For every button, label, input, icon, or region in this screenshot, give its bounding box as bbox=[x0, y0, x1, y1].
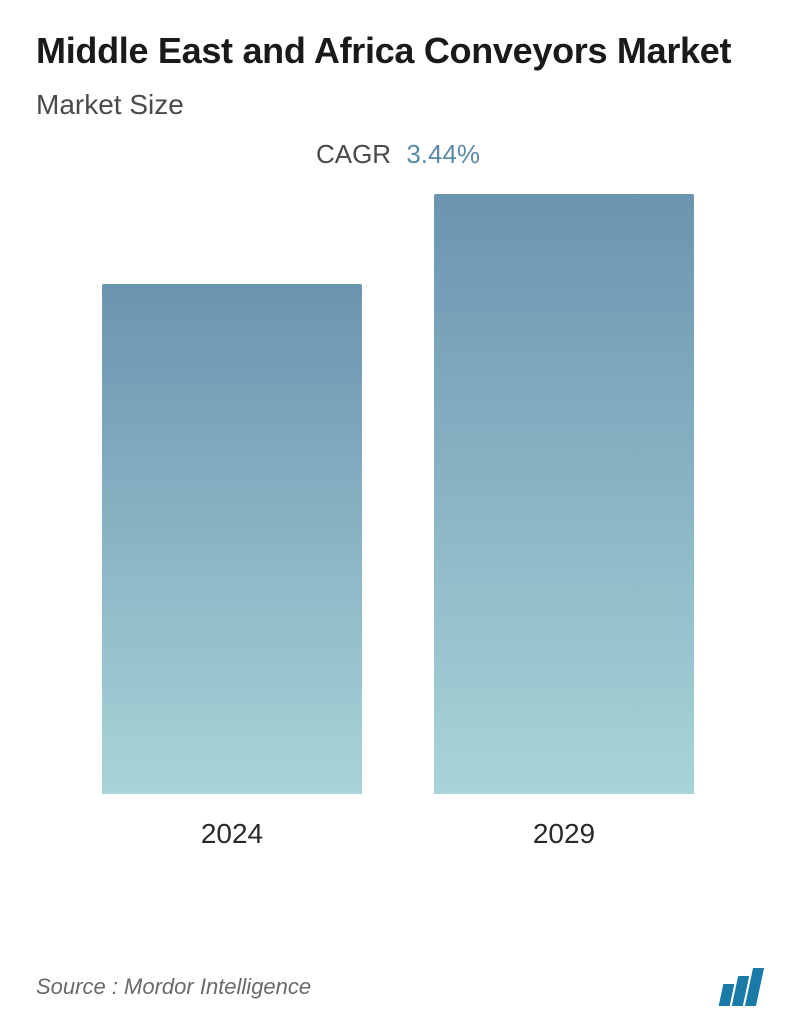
source-text: Source : Mordor Intelligence bbox=[36, 974, 311, 1000]
bar-label-0: 2024 bbox=[201, 818, 263, 850]
cagr-row: CAGR 3.44% bbox=[36, 139, 760, 170]
bar-1 bbox=[434, 194, 694, 794]
bar-label-1: 2029 bbox=[533, 818, 595, 850]
logo-bars-icon bbox=[721, 968, 760, 1006]
brand-logo bbox=[721, 968, 760, 1006]
bar-group-0: 2024 bbox=[92, 284, 372, 850]
bar-0 bbox=[102, 284, 362, 794]
cagr-label: CAGR bbox=[316, 139, 391, 169]
bar-group-1: 2029 bbox=[424, 194, 704, 850]
bar-chart: 2024 2029 bbox=[36, 210, 760, 850]
chart-title: Middle East and Africa Conveyors Market bbox=[36, 28, 760, 73]
chart-subtitle: Market Size bbox=[36, 89, 760, 121]
cagr-value: 3.44% bbox=[406, 139, 480, 169]
footer: Source : Mordor Intelligence bbox=[36, 968, 760, 1006]
